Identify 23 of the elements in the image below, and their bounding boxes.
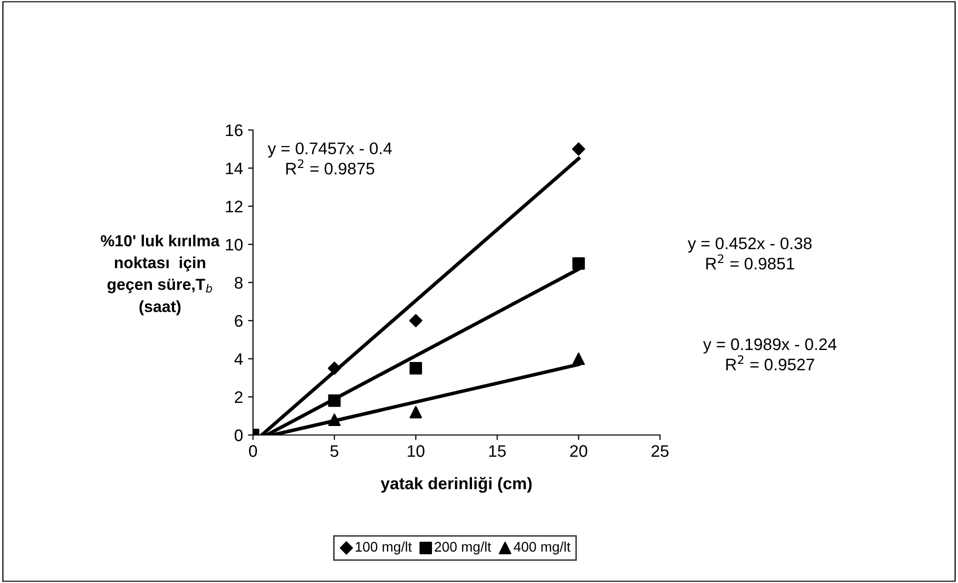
x-tick-label: 25 (652, 445, 669, 457)
legend-label: 100 mg/lt (356, 542, 412, 554)
y-tick-label: 4 (234, 353, 243, 365)
x-tick-label: 20 (570, 445, 588, 457)
x-tick-label: 10 (408, 445, 424, 457)
x-axis-title: yatak derinliği (cm) (380, 476, 532, 493)
x-tick-label: 0 (249, 445, 257, 457)
y-tick-label: 14 (226, 162, 243, 174)
text: y = 0.452x - 0.38 R$^{2}$ = 0.9851 (688, 237, 812, 270)
text: %10' luk kırılma noktası için geçen süre,T$_{b}$ (saat) (100, 234, 220, 316)
y-tick-label: 12 (226, 200, 242, 212)
legend-label: 400 mg/lt (514, 542, 570, 554)
y-tick-label: 0 (234, 429, 243, 442)
x-tick-label: 15 (489, 445, 506, 457)
y-tick-label: 10 (226, 238, 243, 251)
y-tick-label: 6 (234, 315, 243, 327)
legend-label: 200 mg/lt (434, 542, 492, 554)
annotation: y = 0.7457x - 0.4 R$^{2}$ = 0.9875 (268, 142, 392, 175)
y-tick-label: 2 (234, 391, 242, 403)
y-tick-label: 8 (234, 276, 243, 289)
y-tick-label: 16 (226, 124, 243, 136)
x-tick-label: 5 (330, 445, 338, 457)
text: y = 0.1989x - 0.24 R$^{2}$ = 0.9527 (703, 338, 836, 370)
